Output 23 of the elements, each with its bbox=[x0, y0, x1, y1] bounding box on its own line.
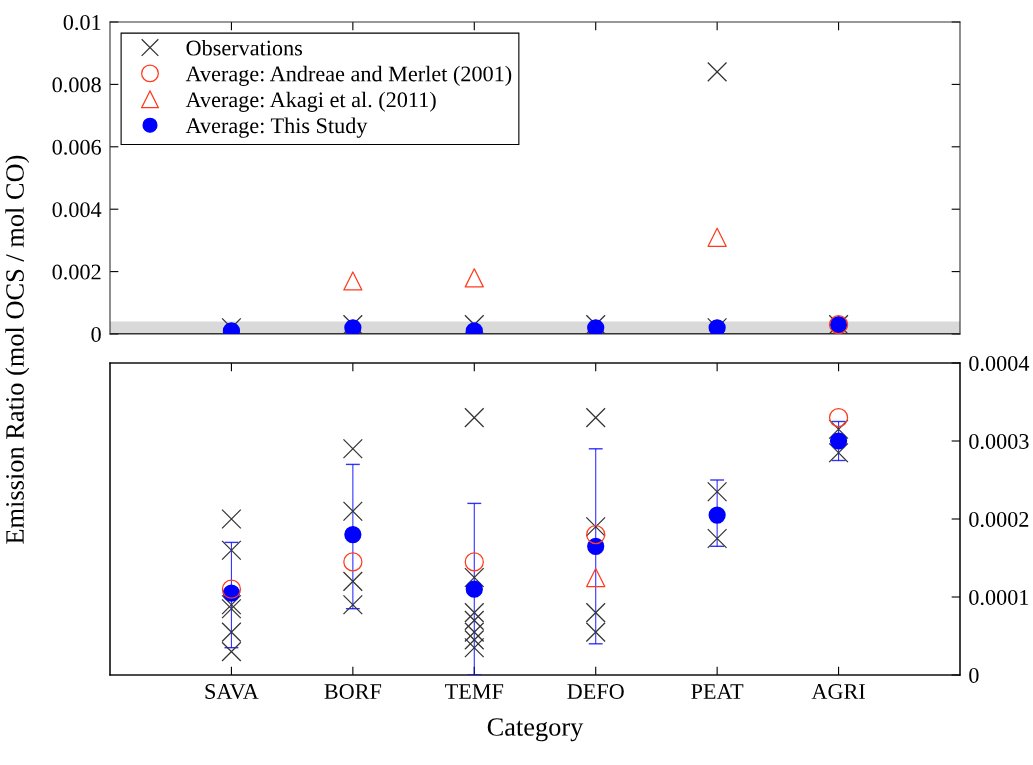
y-tick-label: 0.01 bbox=[63, 14, 101, 31]
x-axis-title: Category bbox=[487, 718, 584, 742]
y-axis-title: Emission Ratio (mol OCS / mol CO) bbox=[5, 155, 30, 544]
y2-tick-label: 0 bbox=[969, 667, 979, 683]
x-tick-label: BORF bbox=[324, 684, 382, 699]
x-tick-label: PEAT bbox=[691, 684, 744, 699]
y-tick-label: 0.002 bbox=[52, 264, 101, 280]
y2-tick-label: 0.0003 bbox=[969, 433, 1029, 450]
y-tick-label: 0.004 bbox=[52, 202, 102, 218]
y-tick-label: 0 bbox=[91, 326, 101, 342]
y2-tick-label: 0.0004 bbox=[969, 355, 1030, 372]
x-tick-label: SAVA bbox=[205, 684, 259, 700]
legend-label: Average: This Study bbox=[185, 117, 368, 138]
x-tick-label: AGRI bbox=[811, 684, 865, 699]
x-tick-label: DEFO bbox=[567, 684, 624, 699]
y-tick-label: 0.008 bbox=[52, 77, 101, 93]
y2-tick-label: 0.0002 bbox=[969, 511, 1029, 528]
x-tick-label: TEMF bbox=[445, 684, 504, 699]
y2-tick-label: 0.0001 bbox=[969, 589, 1029, 606]
legend-label: Average: Andreae and Merlet (2001) bbox=[185, 65, 512, 86]
legend-label: Average: Akagi et al. (2011) bbox=[185, 91, 436, 112]
legend-label: Observations bbox=[186, 39, 303, 56]
y-tick-label: 0.006 bbox=[52, 139, 101, 155]
